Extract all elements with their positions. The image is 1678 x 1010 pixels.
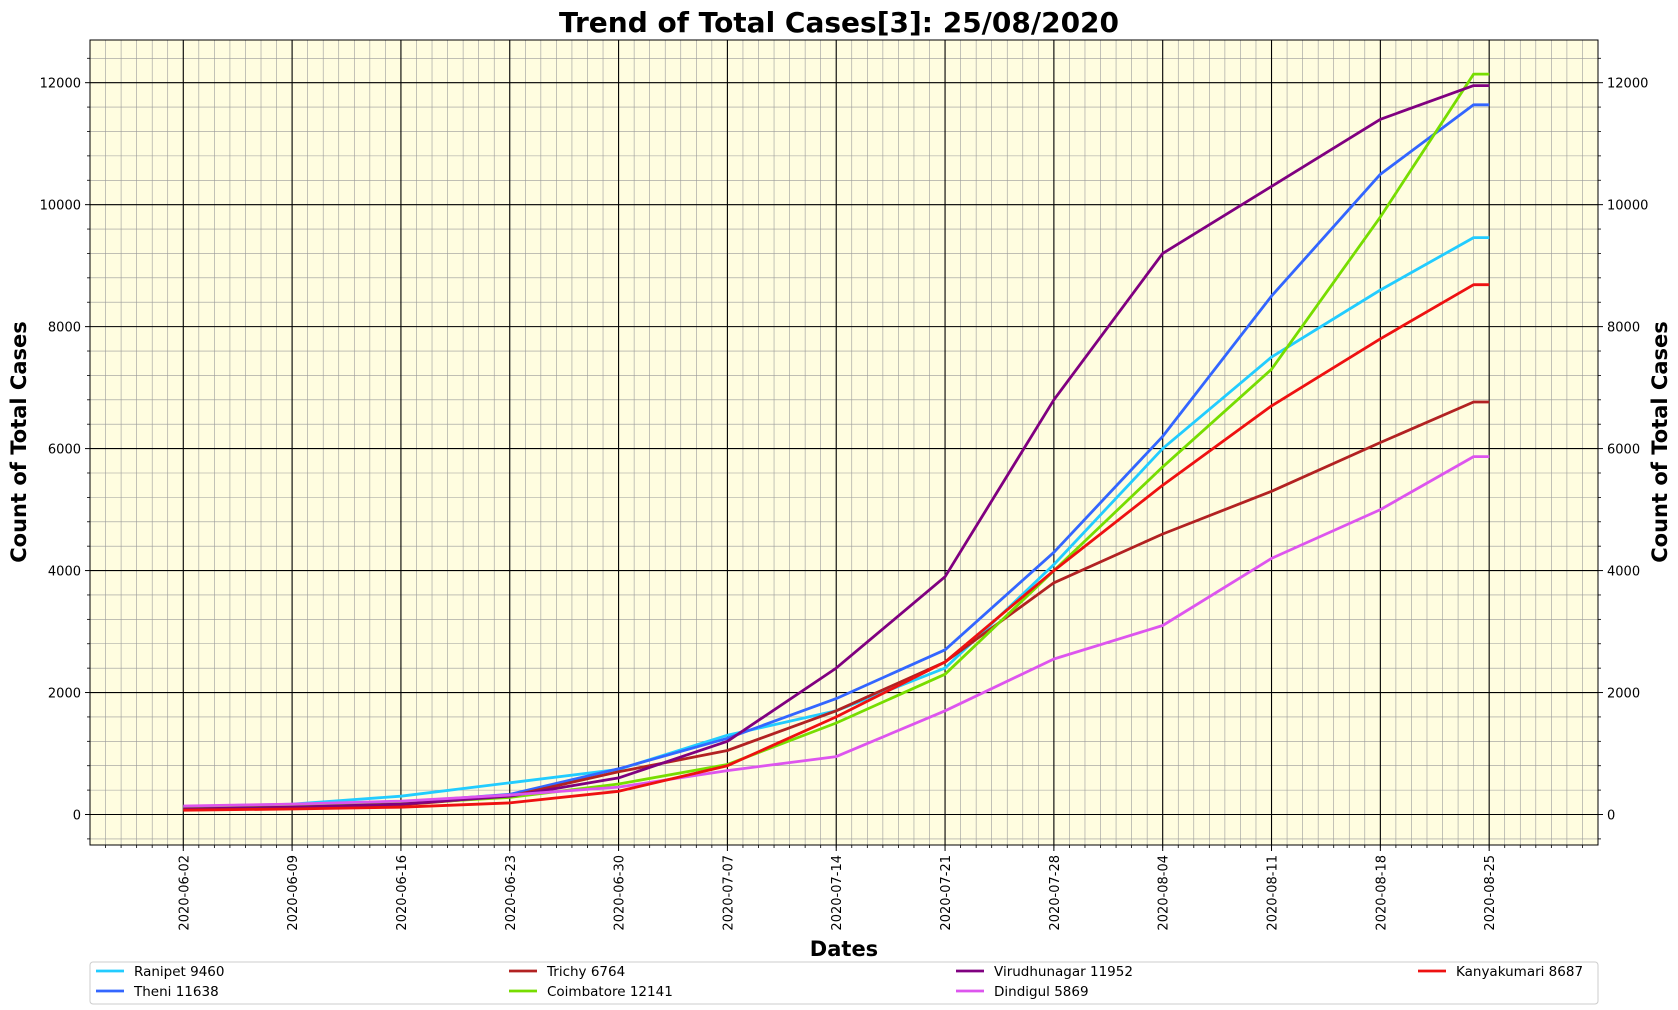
legend-entry: Virudhunagar 11952 xyxy=(994,964,1133,980)
y-tick-label: 6000 xyxy=(48,443,81,458)
y-tick-label-right: 4000 xyxy=(1607,565,1640,580)
series-line xyxy=(183,84,1490,811)
y-tick-label-right: 2000 xyxy=(1607,687,1640,702)
y-tick-label: 2000 xyxy=(48,687,81,702)
legend-entry: Trichy 6764 xyxy=(546,964,625,980)
legend-entry: Ranipet 9460 xyxy=(134,964,224,980)
x-axis-ticks: 2020-06-02 2020-06-09 2020-06-16 2020-06-23… xyxy=(105,845,1583,931)
x-tick-label: 2020-07-14 xyxy=(830,855,845,931)
series-line xyxy=(183,455,1490,808)
y-tick-label: 4000 xyxy=(48,565,81,580)
x-axis-label: Dates xyxy=(810,937,878,961)
x-tick-label: 2020-06-02 xyxy=(177,855,192,931)
y-tick-label: 10000 xyxy=(40,199,81,214)
legend-entry: Theni 11638 xyxy=(133,984,219,1000)
y-tick-label: 12000 xyxy=(40,77,81,92)
plot-border xyxy=(89,39,1599,846)
plot-background xyxy=(90,40,1598,845)
x-tick-label: 2020-07-07 xyxy=(721,855,736,931)
y-tick-label-right: 12000 xyxy=(1607,77,1648,92)
y-tick-label-right: 10000 xyxy=(1607,199,1648,214)
x-tick-label: 2020-07-21 xyxy=(939,855,954,931)
x-tick-label: 2020-08-11 xyxy=(1266,855,1281,931)
x-tick-label: 2020-06-23 xyxy=(504,855,519,931)
y-axis-label-left: Count of Total Cases xyxy=(7,321,31,562)
y-tick-label-right: 8000 xyxy=(1607,321,1640,336)
grid-lines xyxy=(90,40,1598,845)
x-tick-label: 2020-06-16 xyxy=(395,855,410,931)
y-axis-label-right: Count of Total Cases xyxy=(1648,321,1672,562)
plot-area xyxy=(90,40,1598,845)
series-line xyxy=(183,283,1490,812)
y-tick-label: 0 xyxy=(73,809,81,824)
legend-entry: Kanyakumari 8687 xyxy=(1456,964,1583,980)
x-tick-label: 2020-08-25 xyxy=(1483,855,1498,931)
x-tick-label: 2020-08-04 xyxy=(1157,855,1172,931)
legend: Ranipet 9460 Theni 11638 Trichy 6764 Coimba… xyxy=(89,961,1599,1005)
y-axis-ticks: 0 0 2000 2000 4000 4000 6000 6000 8000 8000 10000 1… xyxy=(40,57,1648,840)
series-lines xyxy=(183,72,1490,812)
y-tick-label-right: 0 xyxy=(1607,809,1615,824)
x-tick-label: 2020-06-09 xyxy=(286,855,301,931)
x-tick-label: 2020-08-18 xyxy=(1374,855,1389,931)
x-tick-label: 2020-07-28 xyxy=(1048,855,1063,931)
chart-title: Trend of Total Cases[3]: 25/08/2020 xyxy=(559,6,1119,39)
y-tick-label-right: 6000 xyxy=(1607,443,1640,458)
legend-entry: Dindigul 5869 xyxy=(994,984,1089,1000)
legend-entry: Coimbatore 12141 xyxy=(547,984,673,1000)
x-tick-label: 2020-06-30 xyxy=(613,855,628,931)
plot-frame xyxy=(89,39,1599,846)
y-tick-label: 8000 xyxy=(48,321,81,336)
legend-box xyxy=(89,961,1599,1005)
